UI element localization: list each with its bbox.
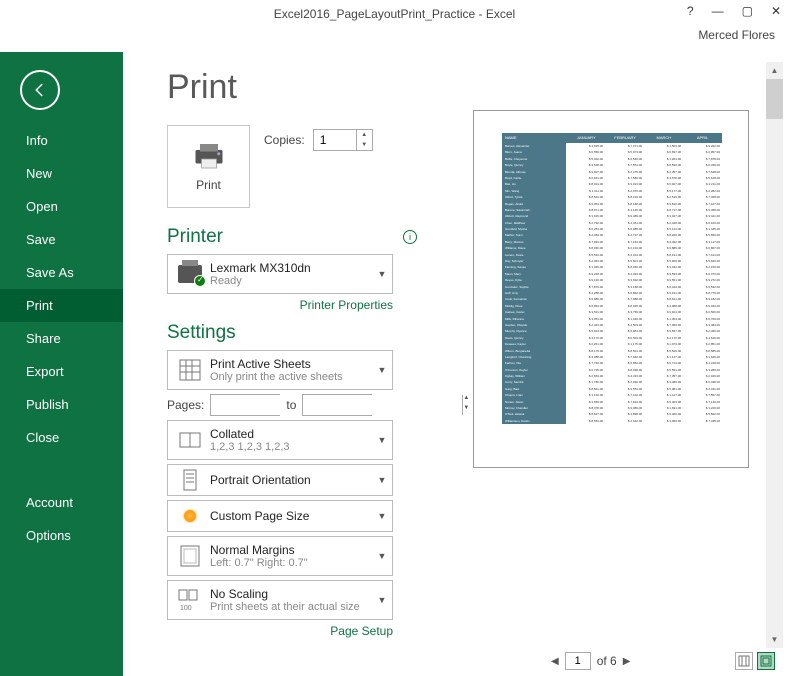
svg-text:100: 100 — [180, 605, 192, 612]
sidebar-item-new[interactable]: New — [0, 157, 123, 190]
printer-status-icon — [176, 260, 204, 288]
close-icon[interactable]: ✕ — [771, 4, 781, 18]
sidebar-item-export[interactable]: Export — [0, 355, 123, 388]
backstage-sidebar: InfoNewOpenSaveSave AsPrintShareExportPu… — [0, 52, 123, 676]
window-controls: ? — ▢ ✕ — [687, 4, 781, 18]
margins-icon — [176, 542, 204, 570]
preview-page: NAMEJANUARYFEBRUARYMARCHAPRILBarnes, Ale… — [473, 110, 749, 468]
pages-from-input[interactable]: ▲▼ — [210, 394, 280, 416]
page-setup-link[interactable]: Page Setup — [167, 624, 393, 638]
collation-dropdown[interactable]: Collated1,2,3 1,2,3 1,2,3 ▼ — [167, 420, 393, 460]
sidebar-item-publish[interactable]: Publish — [0, 388, 123, 421]
help-icon[interactable]: ? — [687, 4, 694, 18]
sidebar-item-open[interactable]: Open — [0, 190, 123, 223]
sheets-icon — [176, 356, 204, 384]
copies-up[interactable]: ▲ — [357, 130, 372, 140]
copies-input[interactable] — [314, 133, 356, 147]
chevron-down-icon: ▼ — [376, 595, 388, 605]
printer-properties-link[interactable]: Printer Properties — [167, 298, 393, 312]
pages-to-label: to — [286, 398, 296, 412]
pages-to-input[interactable]: ▲▼ — [302, 394, 372, 416]
sidebar-item-close[interactable]: Close — [0, 421, 123, 454]
portrait-icon — [176, 466, 204, 494]
scaling-dropdown[interactable]: 100 No ScalingPrint sheets at their actu… — [167, 580, 393, 620]
scroll-thumb[interactable] — [766, 79, 783, 119]
sidebar-item-save[interactable]: Save — [0, 223, 123, 256]
print-preview-pane: ▲ ▼ NAMEJANUARYFEBRUARYMARCHAPRILBarnes,… — [433, 52, 789, 676]
chevron-down-icon: ▼ — [376, 475, 388, 485]
scaling-icon: 100 — [176, 586, 204, 614]
preview-scrollbar[interactable]: ▲ ▼ — [766, 62, 783, 648]
printer-dropdown[interactable]: Lexmark MX310dn Ready ▼ — [167, 254, 393, 294]
margins-dropdown[interactable]: Normal MarginsLeft: 0.7" Right: 0.7" ▼ — [167, 536, 393, 576]
chevron-down-icon: ▼ — [376, 269, 388, 279]
sidebar-item-save-as[interactable]: Save As — [0, 256, 123, 289]
back-button[interactable] — [20, 70, 60, 110]
copies-down[interactable]: ▼ — [357, 140, 372, 150]
chevron-down-icon: ▼ — [376, 435, 388, 445]
print-settings-pane: Print Print Copies: ▲▼ — [123, 52, 433, 676]
printer-icon — [191, 142, 227, 170]
user-name: Merced Flores — [0, 28, 789, 52]
collated-icon — [176, 426, 204, 454]
total-pages-label: of 6 — [597, 654, 617, 668]
sidebar-item-print[interactable]: Print — [0, 289, 123, 322]
minimize-icon[interactable]: — — [712, 4, 724, 18]
sidebar-item-account[interactable]: Account — [0, 486, 123, 519]
chevron-down-icon: ▼ — [376, 365, 388, 375]
sidebar-item-share[interactable]: Share — [0, 322, 123, 355]
info-icon[interactable]: i — [403, 230, 417, 244]
pages-label: Pages: — [167, 398, 204, 412]
printer-status: Ready — [210, 275, 376, 287]
zoom-to-page-button[interactable] — [757, 652, 775, 670]
page-title: Print — [167, 68, 417, 107]
chevron-down-icon: ▼ — [376, 551, 388, 561]
copies-spinner[interactable]: ▲▼ — [313, 129, 373, 151]
sidebar-item-info[interactable]: Info — [0, 124, 123, 157]
settings-header: Settings — [167, 322, 236, 344]
window-title: Excel2016_PageLayoutPrint_Practice - Exc… — [274, 7, 515, 21]
next-page-button[interactable]: ▶ — [623, 656, 631, 667]
show-margins-button[interactable] — [735, 652, 753, 670]
prev-page-button[interactable]: ◀ — [551, 656, 559, 667]
printer-name: Lexmark MX310dn — [210, 261, 376, 275]
print-button[interactable]: Print — [167, 125, 250, 208]
current-page-input[interactable] — [565, 652, 591, 670]
scroll-up-icon[interactable]: ▲ — [766, 62, 783, 79]
page-size-dropdown[interactable]: Custom Page Size ▼ — [167, 500, 393, 532]
chevron-down-icon: ▼ — [376, 511, 388, 521]
copies-label: Copies: — [264, 133, 305, 147]
maximize-icon[interactable]: ▢ — [742, 4, 753, 18]
print-button-label: Print — [196, 178, 221, 192]
page-navigator: ◀ of 6 ▶ — [551, 652, 630, 670]
sidebar-item-options[interactable]: Options — [0, 519, 123, 552]
scroll-down-icon[interactable]: ▼ — [766, 631, 783, 648]
orientation-dropdown[interactable]: Portrait Orientation ▼ — [167, 464, 393, 496]
custom-size-icon — [176, 502, 204, 530]
print-what-dropdown[interactable]: Print Active SheetsOnly print the active… — [167, 350, 393, 390]
title-bar: Excel2016_PageLayoutPrint_Practice - Exc… — [0, 0, 789, 28]
printer-header: Printer — [167, 226, 223, 248]
